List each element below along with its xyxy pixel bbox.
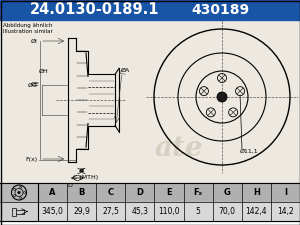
Text: 14,2: 14,2 [277,207,294,216]
Text: D: D [136,188,143,197]
Text: ate: ate [155,135,203,162]
Text: B: B [80,168,84,173]
Text: E: E [166,188,172,197]
Text: Illustration similar: Illustration similar [3,29,53,34]
Text: ØA: ØA [121,68,130,72]
Text: 345,0: 345,0 [42,207,64,216]
Text: C: C [108,188,114,197]
Text: D: D [68,183,72,188]
Bar [12,207,16,216]
Text: 45,3: 45,3 [131,207,148,216]
Bar [38,202,300,221]
Bar [0,0,300,20]
Text: H: H [253,188,260,197]
Text: 29,9: 29,9 [73,207,90,216]
Text: 70,0: 70,0 [219,207,236,216]
Text: 24.0130-0189.1: 24.0130-0189.1 [30,2,160,18]
Text: ØG: ØG [28,83,38,88]
Bar [38,183,300,202]
Text: F(x): F(x) [26,157,38,162]
Circle shape [217,92,227,102]
Text: 430189: 430189 [191,3,249,17]
Text: ØE: ØE [31,81,40,86]
Text: ØI: ØI [31,39,38,44]
Text: 5: 5 [196,207,200,216]
Bar [0,183,38,202]
Text: 110,0: 110,0 [158,207,180,216]
Text: Fₓ: Fₓ [194,188,203,197]
Text: A: A [49,188,56,197]
Bar [0,202,38,221]
Text: I: I [284,188,287,197]
Text: B: B [79,188,85,197]
Text: ØH: ØH [38,68,48,73]
Bar [1,20,299,183]
Text: Ø11,1: Ø11,1 [240,149,259,154]
Text: Abbildung ähnlich: Abbildung ähnlich [3,23,52,28]
Circle shape [17,191,20,194]
Text: C (MTH): C (MTH) [74,175,99,180]
Text: 27,5: 27,5 [102,207,119,216]
Text: 142,4: 142,4 [245,207,267,216]
Text: G: G [224,188,231,197]
